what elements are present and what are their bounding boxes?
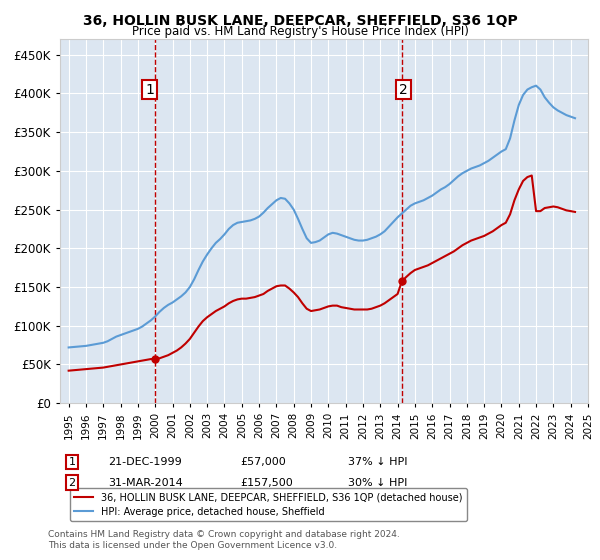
Text: 31-MAR-2014: 31-MAR-2014 xyxy=(108,478,183,488)
Text: 36, HOLLIN BUSK LANE, DEEPCAR, SHEFFIELD, S36 1QP: 36, HOLLIN BUSK LANE, DEEPCAR, SHEFFIELD… xyxy=(83,14,517,28)
Text: 1: 1 xyxy=(68,457,76,467)
Text: 30% ↓ HPI: 30% ↓ HPI xyxy=(348,478,407,488)
Text: Contains HM Land Registry data © Crown copyright and database right 2024.: Contains HM Land Registry data © Crown c… xyxy=(48,530,400,539)
Text: 2: 2 xyxy=(399,82,408,96)
Text: Price paid vs. HM Land Registry's House Price Index (HPI): Price paid vs. HM Land Registry's House … xyxy=(131,25,469,38)
Text: 21-DEC-1999: 21-DEC-1999 xyxy=(108,457,182,467)
Text: 1: 1 xyxy=(145,82,154,96)
Legend: 36, HOLLIN BUSK LANE, DEEPCAR, SHEFFIELD, S36 1QP (detached house), HPI: Average: 36, HOLLIN BUSK LANE, DEEPCAR, SHEFFIELD… xyxy=(70,488,467,521)
Text: 37% ↓ HPI: 37% ↓ HPI xyxy=(348,457,407,467)
Text: This data is licensed under the Open Government Licence v3.0.: This data is licensed under the Open Gov… xyxy=(48,542,337,550)
Text: £57,000: £57,000 xyxy=(240,457,286,467)
Text: £157,500: £157,500 xyxy=(240,478,293,488)
Text: 2: 2 xyxy=(68,478,76,488)
